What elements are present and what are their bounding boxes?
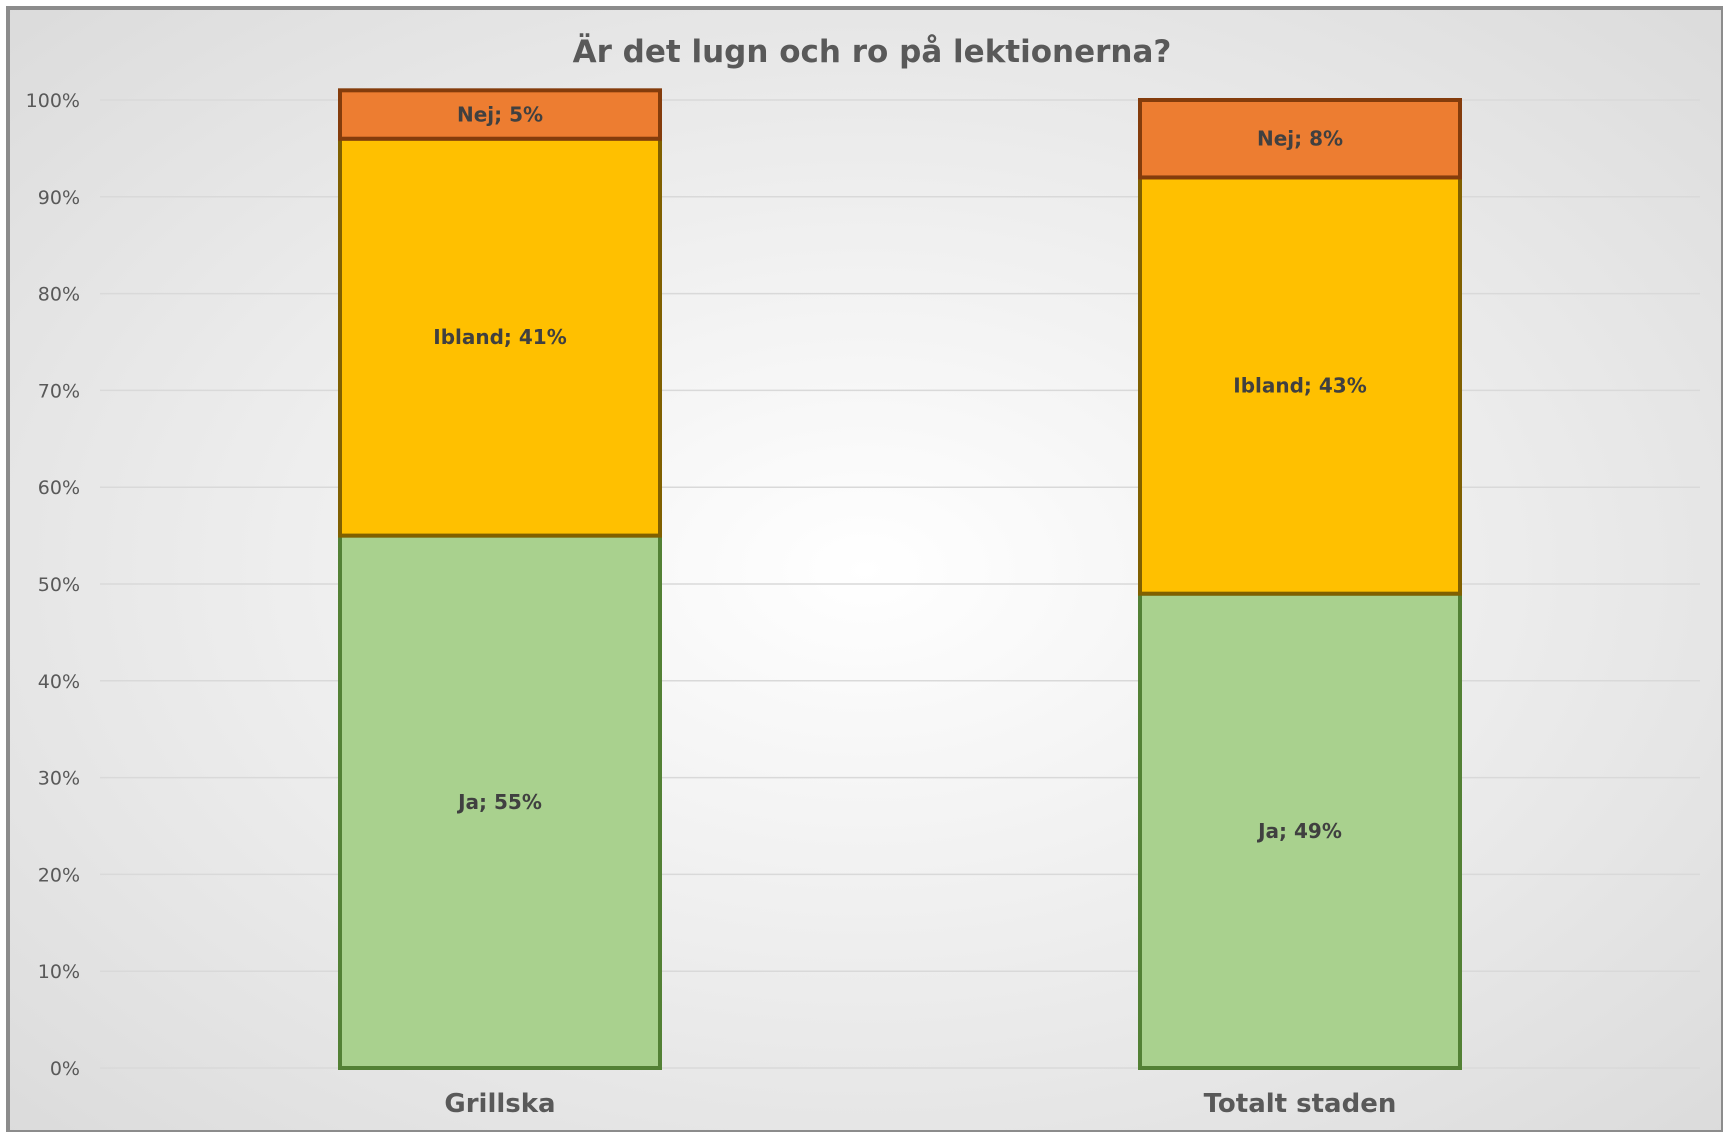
bar-segment-ja bbox=[1138, 591, 1462, 1070]
y-tick-label: 80% bbox=[38, 284, 80, 306]
x-category-label: Grillska bbox=[444, 1089, 555, 1119]
data-label-ja: Ja; 55% bbox=[456, 790, 542, 814]
y-tick-label: 90% bbox=[38, 187, 80, 209]
x-axis-categories: Grillska Totalt staden bbox=[444, 1089, 1396, 1119]
bar-segment-nej bbox=[1138, 98, 1462, 180]
chart-title: Är det lugn och ro på lektionerna? bbox=[573, 34, 1172, 70]
bar-segment-ibland bbox=[338, 136, 662, 538]
y-tick-label: 30% bbox=[38, 768, 80, 790]
bars bbox=[338, 88, 1462, 1070]
data-label-ibland: Ibland; 41% bbox=[433, 325, 567, 349]
y-tick-label: 50% bbox=[38, 574, 80, 596]
chart-background bbox=[6, 6, 1723, 1134]
bar-segment-nej bbox=[338, 88, 662, 141]
y-tick-label: 10% bbox=[38, 961, 80, 983]
y-tick-label: 20% bbox=[38, 864, 80, 886]
y-tick-label: 0% bbox=[50, 1058, 80, 1080]
data-label-nej: Nej; 8% bbox=[1257, 127, 1343, 151]
y-tick-label: 70% bbox=[38, 380, 80, 402]
data-label-ja: Ja; 49% bbox=[1256, 819, 1342, 843]
y-tick-label: 40% bbox=[38, 671, 80, 693]
bar-data-labels: Ja; 55% Ibland; 41% Nej; 5% Ja; 49% Ibland; … bbox=[433, 103, 1367, 843]
y-tick-label: 60% bbox=[38, 477, 80, 499]
y-axis-ticks: 0% 10% 20% 30% 40% 50% 60% 70% 80% 90% 100% bbox=[26, 90, 80, 1080]
bar-segment-ja bbox=[338, 533, 662, 1070]
data-label-nej: Nej; 5% bbox=[457, 103, 543, 127]
x-category-label: Totalt staden bbox=[1204, 1089, 1397, 1119]
data-label-ibland: Ibland; 43% bbox=[1233, 374, 1367, 398]
y-tick-label: 100% bbox=[26, 90, 80, 112]
